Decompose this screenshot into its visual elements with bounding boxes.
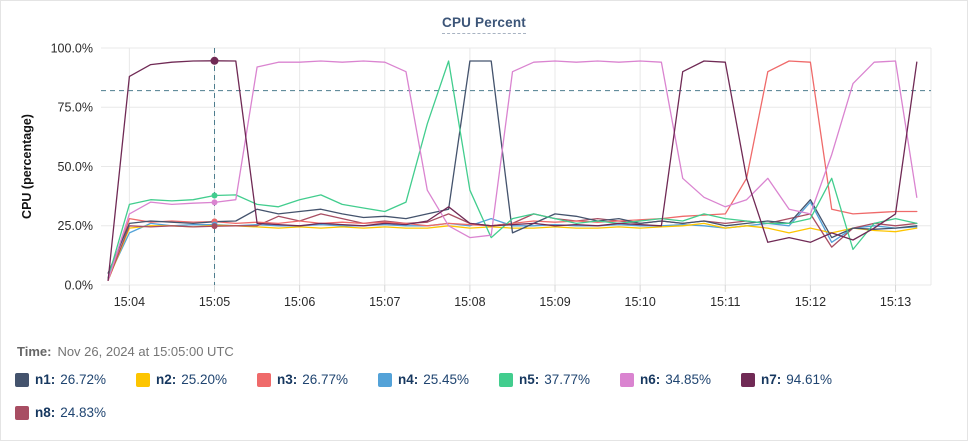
legend-swatch-n7 <box>741 372 755 387</box>
crosshair-marker-n7 <box>210 56 219 65</box>
legend-row-1: n1: 26.72% n2: 25.20% n3: 26.77% n4: 25.45% n5: 3… <box>15 372 862 387</box>
series-line-n4 <box>107 201 918 279</box>
legend-name-n1: n1: <box>35 372 56 387</box>
legend-name-n3: n3: <box>277 372 298 387</box>
legend-value-n4: 25.45% <box>423 372 470 387</box>
legend-item-n4[interactable]: n4: 25.45% <box>378 372 499 387</box>
legend-value-n2: 25.20% <box>181 372 228 387</box>
legend-swatch-n2 <box>136 372 150 387</box>
time-value: Nov 26, 2024 at 15:05:00 UTC <box>57 344 234 359</box>
legend-name-n2: n2: <box>156 372 177 387</box>
x-tick-label: 15:08 <box>454 295 485 309</box>
cpu-percent-line-chart[interactable]: 0.0% 25.0% 50.0% 75.0% 100.0% 15:04 15:05 15:06… <box>1 1 967 321</box>
crosshair-marker-n6 <box>211 199 218 206</box>
x-tick-label: 15:06 <box>284 295 315 309</box>
x-tick-label: 15:11 <box>710 295 740 309</box>
legend-name-n8: n8: <box>35 405 56 420</box>
legend-value-n6: 34.85% <box>665 372 712 387</box>
series-line-n5 <box>107 60 918 279</box>
grid: 0.0% 25.0% 50.0% 75.0% 100.0% 15:04 15:05 15:06… <box>51 41 932 309</box>
legend-value-n5: 37.77% <box>544 372 591 387</box>
legend-swatch-n3 <box>257 372 271 387</box>
legend-swatch-n8 <box>15 405 29 420</box>
legend-item-n2[interactable]: n2: 25.20% <box>136 372 257 387</box>
chart-title: CPU Percent <box>442 15 526 34</box>
legend-name-n5: n5: <box>519 372 540 387</box>
x-tick-label: 15:07 <box>369 295 400 309</box>
crosshair-time-readout: Time: Nov 26, 2024 at 15:05:00 UTC <box>17 344 234 359</box>
legend-value-n3: 26.77% <box>302 372 349 387</box>
legend-swatch-n1 <box>15 372 29 387</box>
legend-name-n6: n6: <box>640 372 661 387</box>
x-tick-label: 15:10 <box>625 295 656 309</box>
series-line-n1 <box>107 60 918 274</box>
y-tick-label: 25.0% <box>58 219 93 233</box>
crosshair-marker-n8 <box>211 223 218 230</box>
legend-item-n3[interactable]: n3: 26.77% <box>257 372 378 387</box>
legend-row-2: n8: 24.83% <box>15 405 136 420</box>
series-line-n3 <box>107 60 918 281</box>
y-tick-label: 0.0% <box>65 278 94 292</box>
legend-value-n1: 26.72% <box>60 372 107 387</box>
x-tick-label: 15:05 <box>199 295 230 309</box>
legend-item-n1[interactable]: n1: 26.72% <box>15 372 136 387</box>
y-axis-label: CPU (percentage) <box>20 114 34 219</box>
legend-item-n8[interactable]: n8: 24.83% <box>15 405 136 420</box>
legend-swatch-n5 <box>499 372 513 387</box>
legend-swatch-n6 <box>620 372 634 387</box>
x-tick-label: 15:12 <box>795 295 826 309</box>
legend-value-n7: 94.61% <box>786 372 833 387</box>
legend-item-n5[interactable]: n5: 37.77% <box>499 372 620 387</box>
series-line-n6 <box>107 60 918 281</box>
y-tick-label: 100.0% <box>51 41 93 55</box>
y-tick-label: 75.0% <box>58 101 93 115</box>
legend-item-n6[interactable]: n6: 34.85% <box>620 372 741 387</box>
y-tick-label: 50.0% <box>58 160 93 174</box>
legend-name-n7: n7: <box>761 372 782 387</box>
legend-name-n4: n4: <box>398 372 419 387</box>
chart-header: CPU Percent <box>1 14 967 34</box>
crosshair-marker-n5 <box>211 192 218 199</box>
time-label: Time: <box>17 344 52 359</box>
series-line-n7 <box>107 60 918 281</box>
x-tick-label: 15:09 <box>539 295 570 309</box>
legend-swatch-n4 <box>378 372 392 387</box>
x-tick-label: 15:13 <box>880 295 911 309</box>
x-tick-label: 15:04 <box>114 295 145 309</box>
legend-item-n7[interactable]: n7: 94.61% <box>741 372 862 387</box>
legend-value-n8: 24.83% <box>60 405 107 420</box>
